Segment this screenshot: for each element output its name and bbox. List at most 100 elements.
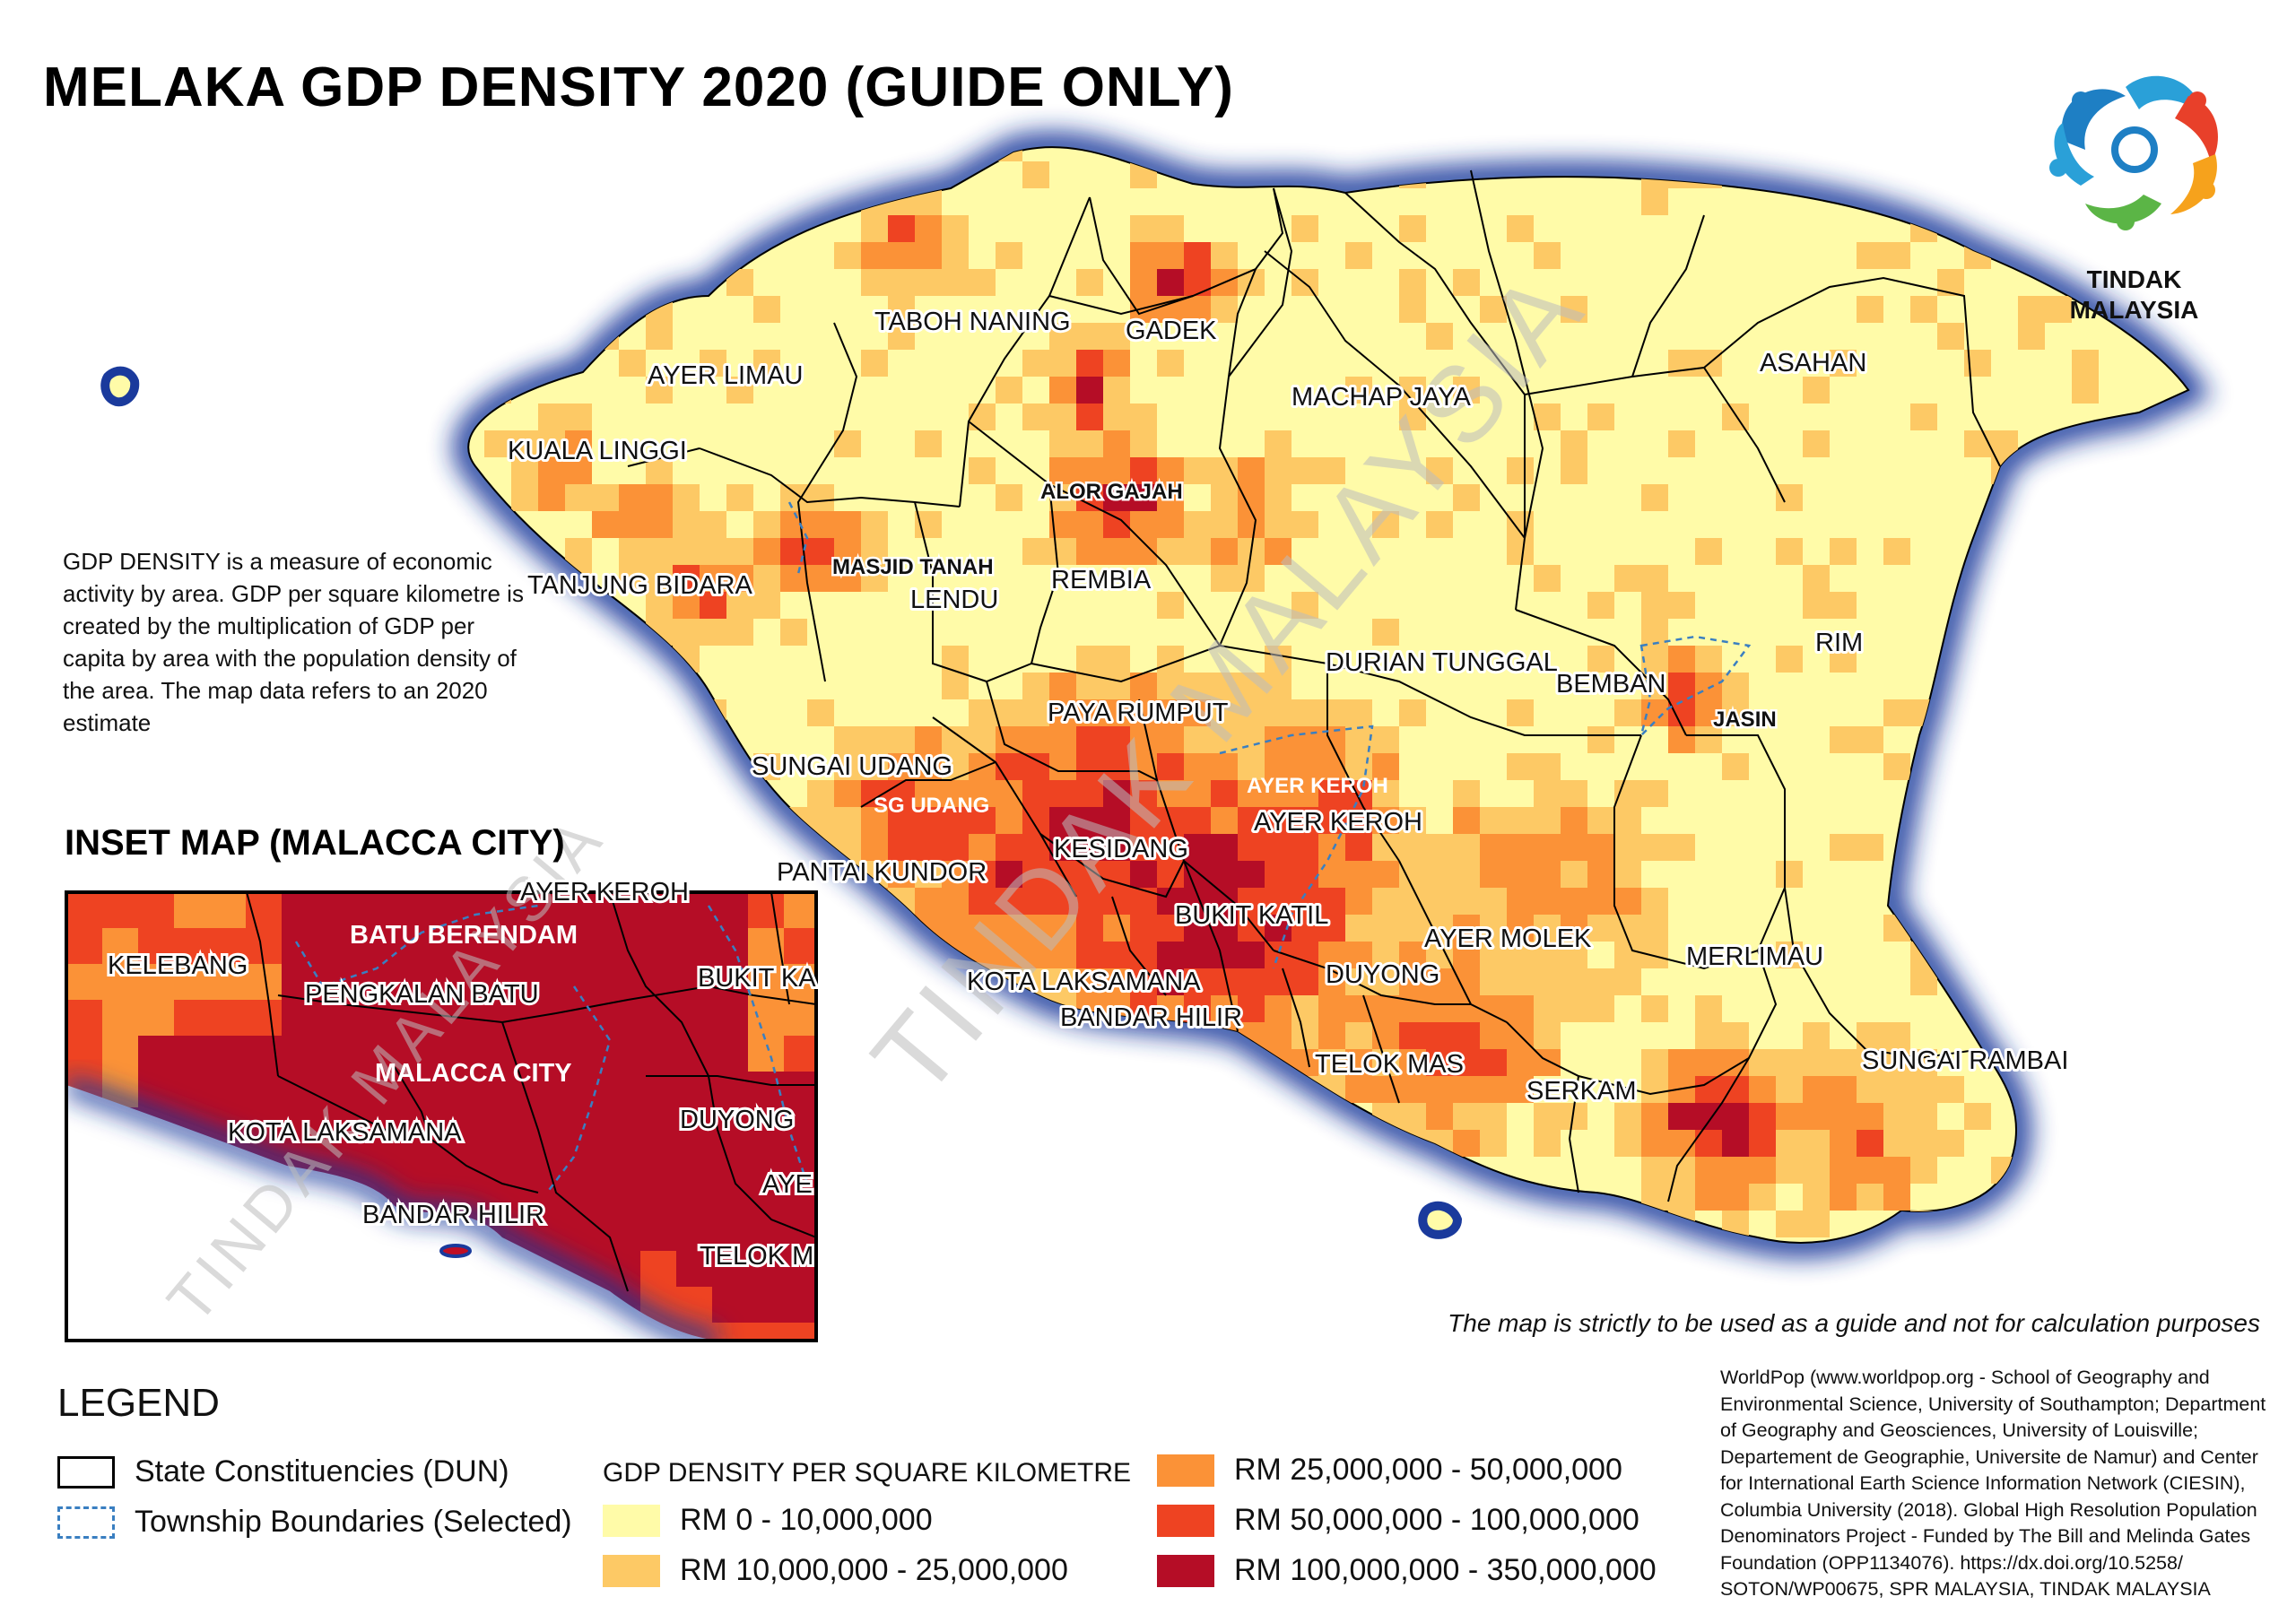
density-cell (969, 888, 996, 915)
density-cell (565, 404, 592, 430)
inset-density-cell (317, 1107, 353, 1143)
density-cell (1480, 1049, 1507, 1076)
density-cell (1641, 1157, 1668, 1184)
density-cell (1534, 1103, 1561, 1130)
density-cell (1668, 1130, 1695, 1157)
density-cell (1561, 780, 1587, 807)
density-cell (1318, 861, 1345, 888)
density-cell (1587, 834, 1614, 861)
density-cell (1695, 538, 1722, 565)
label-duyong: DUYONG (1326, 960, 1439, 989)
label-sungai-rambai: SUNGAI RAMBAI (1862, 1046, 2068, 1075)
density-cell (1318, 457, 1345, 484)
density-cell (1910, 1103, 1937, 1130)
inset-density-cell (604, 964, 640, 1000)
density-cell (1318, 834, 1345, 861)
density-cell (1480, 296, 1507, 323)
density-cell (1130, 834, 1157, 861)
density-cell (1157, 646, 1184, 673)
density-cell (1372, 780, 1399, 807)
density-cell (1749, 1103, 1776, 1130)
density-cell (1022, 673, 1049, 699)
density-cell (1318, 968, 1345, 995)
density-cell (1453, 1076, 1480, 1103)
density-cell (1857, 1076, 1883, 1103)
density-cell (1022, 888, 1049, 915)
density-cell (1372, 968, 1399, 995)
density-cell (1534, 1130, 1561, 1157)
density-cell (1776, 1076, 1803, 1103)
density-cell (646, 484, 673, 511)
density-cell (915, 807, 942, 834)
inset-density-cell (353, 892, 389, 928)
inset-density-cell (640, 1072, 676, 1107)
label-sungai-udang: SUNGAI UDANG (752, 752, 952, 781)
density-cell (1211, 296, 1238, 323)
inset-density-cell (748, 1072, 784, 1107)
density-cell (1238, 484, 1265, 511)
density-cell (1883, 1103, 1910, 1130)
density-cell (1641, 1130, 1668, 1157)
inset-density-cell (533, 928, 569, 964)
density-cell (1614, 861, 1641, 888)
density-cell (1561, 968, 1587, 995)
density-cell (2018, 296, 2045, 323)
density-cell (1076, 430, 1103, 457)
density-cell (807, 780, 834, 807)
inset-density-cell (389, 1036, 425, 1072)
legend-class-1: RM 0 - 10,000,000 (603, 1503, 933, 1538)
density-cell (1534, 834, 1561, 861)
density-cell (1103, 942, 1130, 968)
inset-density-cell (317, 892, 353, 928)
density-cell (861, 350, 888, 377)
density-cell (1049, 484, 1076, 511)
inset-density-cell (282, 1000, 317, 1036)
density-cell (1883, 538, 1910, 565)
density-cell (1399, 699, 1426, 726)
density-cell (1157, 215, 1184, 242)
density-cell (1130, 215, 1157, 242)
density-cell (1318, 726, 1345, 753)
density-cell (1318, 753, 1345, 780)
density-cell (1049, 780, 1076, 807)
density-cell (1184, 834, 1211, 861)
density-cell (1130, 861, 1157, 888)
density-cell (1103, 646, 1130, 673)
density-cell (915, 888, 942, 915)
inset-density-cell (282, 964, 317, 1000)
density-cell (942, 807, 969, 834)
density-cell (1022, 161, 1049, 188)
density-cell (1292, 915, 1318, 942)
density-cell (1910, 1076, 1937, 1103)
density-cell (1614, 1130, 1641, 1157)
inset-density-cell (604, 1000, 640, 1036)
density-cell (673, 592, 700, 619)
density-cell (1910, 296, 1937, 323)
inset-density-cell (569, 1036, 604, 1072)
density-cell (1292, 780, 1318, 807)
density-cell (969, 699, 996, 726)
density-cell (1103, 726, 1130, 753)
inset-density-cell (210, 1000, 246, 1036)
inset-density-cell (497, 1107, 533, 1143)
density-cell (1076, 726, 1103, 753)
density-cell (1883, 1184, 1910, 1211)
density-cell (1345, 861, 1372, 888)
density-cell (1076, 807, 1103, 834)
density-cell (1561, 915, 1587, 942)
label-paya-rumput: PAYA RUMPUT (1048, 699, 1229, 727)
density-cell (1103, 807, 1130, 834)
inset-density-cell (604, 1251, 640, 1287)
density-cell (1103, 699, 1130, 726)
density-cell (1426, 457, 1453, 484)
inset-density-cell (748, 1323, 784, 1341)
inset-density-cell (102, 928, 138, 964)
density-cell (915, 834, 942, 861)
density-cell (1830, 726, 1857, 753)
label-rembia: REMBIA (1051, 566, 1152, 595)
density-cell (1184, 457, 1211, 484)
inset-density-cell (640, 1036, 676, 1072)
density-cell (1318, 780, 1345, 807)
density-cell (969, 457, 996, 484)
density-cell (915, 215, 942, 242)
